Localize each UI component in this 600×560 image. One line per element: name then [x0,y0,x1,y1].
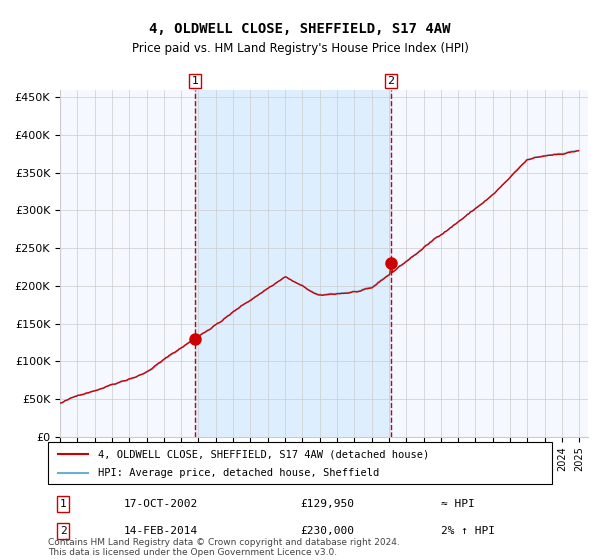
Text: ≈ HPI: ≈ HPI [441,499,475,509]
Text: 2: 2 [388,76,395,86]
Text: £230,000: £230,000 [300,526,354,536]
Text: HPI: Average price, detached house, Sheffield: HPI: Average price, detached house, Shef… [98,468,380,478]
FancyBboxPatch shape [48,442,552,484]
Text: 4, OLDWELL CLOSE, SHEFFIELD, S17 4AW (detached house): 4, OLDWELL CLOSE, SHEFFIELD, S17 4AW (de… [98,449,430,459]
Text: 14-FEB-2014: 14-FEB-2014 [124,526,198,536]
Text: £129,950: £129,950 [300,499,354,509]
Text: 1: 1 [60,499,67,509]
Text: 17-OCT-2002: 17-OCT-2002 [124,499,198,509]
Text: 2: 2 [60,526,67,536]
Text: 2% ↑ HPI: 2% ↑ HPI [441,526,495,536]
Text: Price paid vs. HM Land Registry's House Price Index (HPI): Price paid vs. HM Land Registry's House … [131,42,469,55]
Bar [195,90,391,437]
Text: Contains HM Land Registry data © Crown copyright and database right 2024.
This d: Contains HM Land Registry data © Crown c… [48,538,400,557]
Text: 1: 1 [191,76,199,86]
Text: 4, OLDWELL CLOSE, SHEFFIELD, S17 4AW: 4, OLDWELL CLOSE, SHEFFIELD, S17 4AW [149,22,451,36]
